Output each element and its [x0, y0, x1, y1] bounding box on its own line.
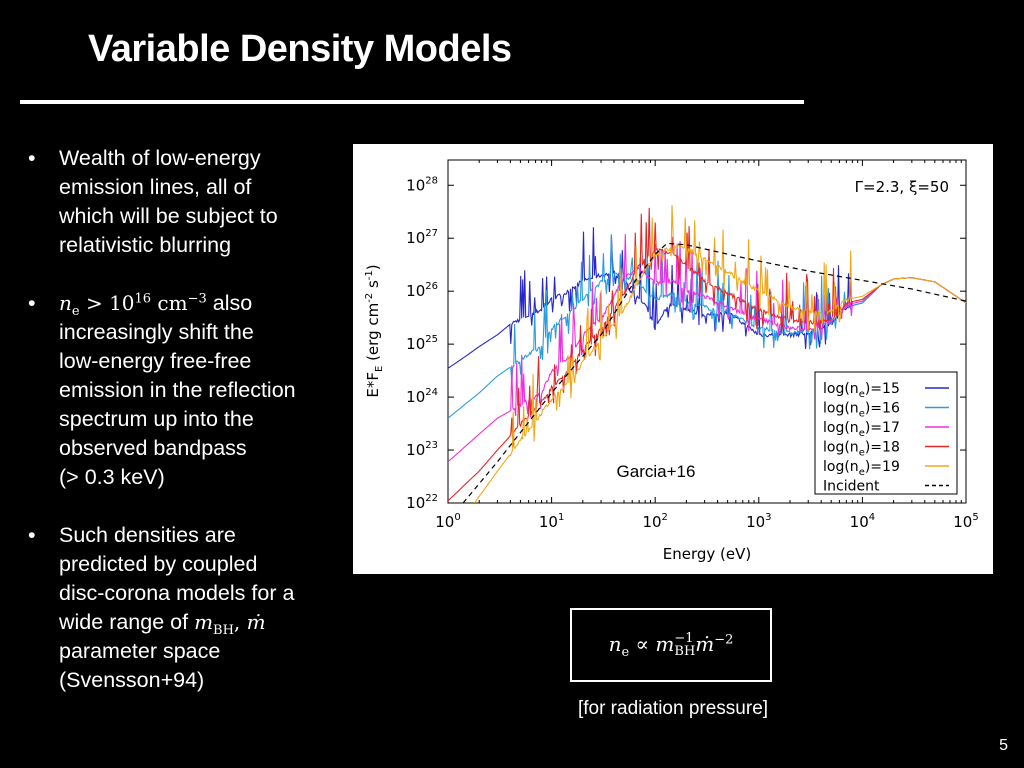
bullet-3-line-1: Such densities are	[59, 523, 236, 547]
bullet-2-line-math: ne > 1016 cm−3 also	[59, 291, 253, 319]
y-tick-label: 1024	[406, 387, 438, 406]
y-tick-label: 1027	[406, 228, 438, 247]
bullet-2-line-7: (> 0.3 keV)	[59, 465, 165, 489]
bullet-2: • ne > 1016 cm−3 also increasingly shift…	[28, 289, 338, 492]
x-tick-label: 101	[539, 512, 564, 531]
legend-label-n19: log(ne)=19	[823, 459, 900, 478]
bullet-1-line-4: relativistic blurring	[59, 233, 232, 257]
density-expression: ne > 1016 cm−3	[59, 291, 207, 319]
title-underline	[20, 100, 804, 104]
y-tick-label: 1025	[406, 334, 438, 353]
bullet-1-line-1: Wealth of low-energy	[59, 146, 261, 170]
bullet-dot-icon: •	[28, 291, 36, 315]
x-tick-label: 103	[746, 512, 771, 531]
bullet-list: • Wealth of low-energy emission lines, a…	[28, 144, 338, 724]
bullet-1: • Wealth of low-energy emission lines, a…	[28, 144, 338, 260]
bullet-dot-icon: •	[28, 523, 36, 547]
bullet-2-line-4: emission in the reflection	[59, 378, 296, 402]
formula-expression: ne ∝ m −1 BH ṁ−2	[608, 631, 734, 660]
bullet-2-line-3: low-energy free-free	[59, 349, 252, 373]
bullet-2-line-2: increasingly shift the	[59, 320, 254, 344]
series-line-incident	[462, 242, 966, 503]
x-tick-label: 102	[642, 512, 667, 531]
legend-label-n17: log(ne)=17	[823, 420, 900, 439]
chart-legend: log(ne)=15log(ne)=16log(ne)=17log(ne)=18…	[814, 371, 958, 495]
bullet-3: • Such densities are predicted by couple…	[28, 521, 338, 695]
y-axis-label: E*FE (erg cm-2 s-1)	[364, 264, 385, 397]
bullet-3-line-math: wide range of mBH, ṁ	[59, 610, 266, 638]
page-number: 5	[999, 737, 1008, 754]
legend-label-n18: log(ne)=18	[823, 440, 900, 459]
bullet-dot-icon: •	[28, 146, 36, 170]
source-label: Garcia+16	[617, 462, 696, 481]
y-tick-label: 1022	[406, 493, 438, 512]
x-tick-label: 100	[435, 512, 460, 531]
y-tick-label: 1028	[406, 175, 438, 194]
bullet-1-line-3: which will be subject to	[59, 204, 278, 228]
density-scaling-formula: ne ∝ m −1 BH ṁ−2	[570, 608, 772, 682]
bullet-2-line-6: observed bandpass	[59, 436, 247, 460]
x-axis-label: Energy (eV)	[663, 545, 751, 563]
legend-label-n15: log(ne)=15	[823, 381, 900, 400]
slide-title: Variable Density Models	[88, 28, 512, 70]
legend-label-n16: log(ne)=16	[823, 401, 900, 420]
x-tick-label: 105	[953, 512, 978, 531]
bullet-3-line-2: predicted by coupled	[59, 552, 258, 576]
y-tick-label: 1026	[406, 281, 438, 300]
bullet-1-line-2: emission lines, all of	[59, 175, 252, 199]
bullet-3-line-6: (Svensson+94)	[59, 668, 205, 692]
legend-label-incident: Incident	[823, 479, 880, 495]
series-line-n19	[473, 205, 966, 503]
source-label-bg	[595, 456, 717, 486]
mass-accretion-expression: mBH, ṁ	[194, 610, 266, 638]
legend-box	[814, 371, 958, 495]
bullet-3-line-5: parameter space	[59, 639, 221, 663]
spectrum-figure: 100 101 102 103 104 105 1022 1023 1024 1025 1026 10…	[353, 144, 993, 574]
bullet-2-line-5: spectrum up into the	[59, 407, 254, 431]
spectrum-chart: 100 101 102 103 104 105 1022 1023 1024 1025 1026 10…	[364, 159, 979, 563]
formula-caption: [for radiation pressure]	[577, 698, 769, 719]
model-parameters: Γ=2.3, ξ=50	[855, 178, 949, 196]
bullet-3-line-3: disc-corona models for a	[59, 581, 295, 605]
y-tick-label: 1023	[406, 440, 438, 459]
x-tick-label: 104	[850, 512, 875, 531]
